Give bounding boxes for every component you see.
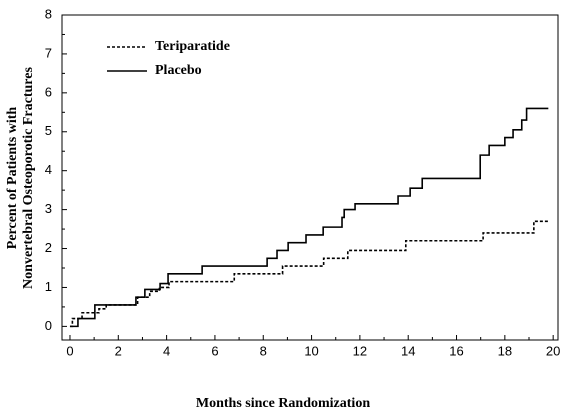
legend-label: Teriparatide	[155, 39, 230, 54]
y-tick-label: 3	[45, 201, 52, 216]
x-tick-label: 2	[115, 343, 122, 358]
y-tick-label: 6	[45, 84, 52, 99]
y-axis-label-line: Percent of Patients with	[5, 107, 20, 250]
y-tick-label: 0	[45, 318, 52, 333]
x-tick-label: 6	[211, 343, 218, 358]
series-line	[69, 107, 549, 328]
x-tick-label: 12	[353, 343, 367, 358]
x-axis-label: Months since Randomization	[196, 396, 370, 411]
y-axis-label: Percent of Patients with Nonvertebral Os…	[5, 67, 36, 289]
x-tick-label: 8	[260, 343, 267, 358]
y-tick-label: 5	[45, 123, 52, 138]
series-line	[69, 220, 549, 328]
y-tick-label: 8	[45, 6, 52, 21]
x-tick-label: 16	[449, 343, 463, 358]
x-tick-label: 20	[546, 343, 560, 358]
x-tick-label: 0	[66, 343, 73, 358]
y-tick-label: 4	[45, 162, 52, 177]
x-tick-label: 18	[498, 343, 512, 358]
x-tick-label: 4	[163, 343, 170, 358]
x-tick-label: 10	[304, 343, 318, 358]
plot-frame	[61, 14, 559, 341]
legend-label: Placebo	[155, 63, 202, 78]
y-tick-label: 1	[45, 279, 52, 294]
x-tick-label: 14	[401, 343, 415, 358]
y-tick-label: 2	[45, 240, 52, 255]
y-tick-label: 7	[45, 45, 52, 60]
y-axis-label-line: Nonvertebral Osteoporotic Fractures	[21, 67, 36, 289]
